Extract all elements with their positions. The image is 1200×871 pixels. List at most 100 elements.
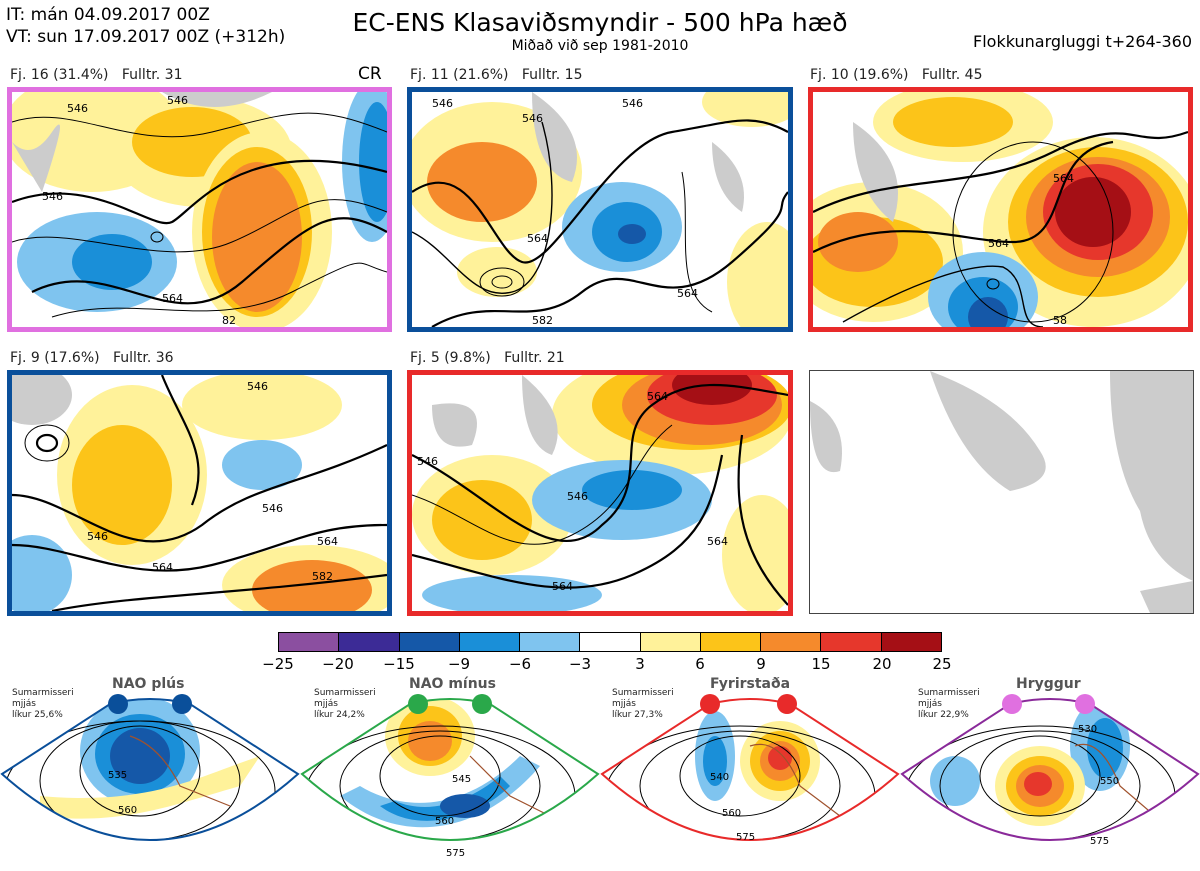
regime-marker (172, 694, 192, 714)
contour-label: 564 (1053, 172, 1074, 185)
base-map-land (810, 371, 1193, 613)
contour-label: 546 (87, 530, 108, 543)
colorbar-swatch (881, 633, 941, 651)
colorbar-swatch (459, 633, 521, 651)
colorbar-swatch (700, 633, 762, 651)
colorbar-swatch (640, 633, 701, 651)
cluster-map-3: 564 564 58 (808, 87, 1193, 332)
colorbar-swatch (761, 633, 822, 651)
contour-label: 546 (67, 102, 88, 115)
regime-map: 545 560 575 (300, 694, 600, 859)
contour-label: 564 (677, 287, 698, 300)
contour-label: 546 (622, 97, 643, 110)
contour-label: 540 (710, 772, 729, 783)
valid-time: VT: sun 17.09.2017 00Z (+312h) (6, 27, 286, 47)
regime-marker (1002, 694, 1022, 714)
contour-label: 560 (435, 816, 454, 827)
regime-map: 530 550 575 (900, 694, 1200, 847)
contour-label: 575 (446, 848, 465, 859)
colorbar-tick: 6 (695, 655, 705, 673)
colorbar-tick: −6 (508, 655, 532, 673)
cluster-map-5-plot: 546 546 564 564 564 (412, 375, 788, 611)
cluster-map-4: 546 546 564 582 546 564 (7, 370, 392, 616)
regime-marker (777, 694, 797, 714)
classification-window: Flokkunargluggi t+264-360 (973, 32, 1192, 51)
panel-3-label: Fj. 10 (19.6%) Fulltr. 45 (810, 67, 983, 83)
contour-label: 82 (222, 314, 236, 327)
regime-name: Hryggur (1016, 676, 1081, 692)
contour-label: 530 (1078, 724, 1097, 735)
contour-label: 546 (567, 490, 588, 503)
contour-label: 560 (722, 808, 741, 819)
cluster-map-5: 546 546 564 564 564 (407, 370, 793, 616)
contour-label: 546 (262, 502, 283, 515)
contour-label: 546 (167, 94, 188, 107)
contour-label: 564 (988, 237, 1009, 250)
colorbar-tick: −3 (568, 655, 592, 673)
colorbar (278, 632, 942, 652)
regime-marker (108, 694, 128, 714)
panel-1-cr: CR (358, 64, 382, 84)
contour-label: 582 (312, 570, 333, 583)
panel-1-label: Fj. 16 (31.4%) Fulltr. 31 (10, 67, 183, 83)
colorbar-swatch (821, 633, 882, 651)
contour-label: 546 (42, 190, 63, 203)
regime-marker (1075, 694, 1095, 714)
colorbar-swatch (399, 633, 460, 651)
colorbar-tick: −15 (383, 655, 415, 673)
contour-label: 564 (162, 292, 183, 305)
colorbar-tick: 20 (872, 655, 892, 673)
cluster-map-2-plot: 546 546 546 564 564 582 (412, 92, 788, 327)
contour-label: 545 (452, 774, 471, 785)
colorbar-swatch (580, 633, 641, 651)
regime-ridge: Sumarmisseri mjjás líkur 22,9% Hryggur 5… (900, 676, 1200, 871)
page-title: EC-ENS Klasaviðsmyndir - 500 hPa hæð (352, 8, 848, 37)
contour-label: 58 (1053, 314, 1067, 327)
regime-marker (408, 694, 428, 714)
regime-blocking: Sumarmisseri mjjás líkur 27,3% Fyrirstað… (600, 676, 900, 871)
init-time: IT: mán 04.09.2017 00Z (6, 5, 210, 25)
base-map-empty (809, 370, 1194, 614)
contour-label: 575 (1090, 836, 1109, 847)
contour-label: 546 (417, 455, 438, 468)
contour-label: 564 (152, 561, 173, 574)
contour-label: 546 (247, 380, 268, 393)
regime-name: NAO plús (112, 676, 185, 692)
contour-label: 535 (108, 770, 127, 781)
colorbar-swatch (520, 633, 581, 651)
cluster-map-3-plot: 564 564 58 (813, 92, 1188, 327)
regime-name: Fyrirstaða (710, 676, 791, 692)
panel-5-label: Fj. 5 (9.8%) Fulltr. 21 (410, 350, 565, 366)
colorbar-tick: −20 (322, 655, 354, 673)
cluster-map-2: 546 546 546 564 564 582 (407, 87, 793, 332)
page-subtitle: Miðað við sep 1981-2010 (511, 38, 689, 54)
colorbar-swatch (279, 633, 340, 651)
regime-map: 535 560 (0, 694, 300, 841)
panel-4-label: Fj. 9 (17.6%) Fulltr. 36 (10, 350, 174, 366)
colorbar-tick: −25 (262, 655, 294, 673)
contour-label: 564 (317, 535, 338, 548)
regime-marker (700, 694, 720, 714)
cluster-map-4-plot: 546 546 564 582 546 564 (12, 375, 387, 611)
contour-label: 575 (736, 832, 755, 843)
cluster-map-1: 546 546 546 564 82 (7, 87, 392, 332)
colorbar-swatch (339, 633, 400, 651)
colorbar-tick: 3 (635, 655, 645, 673)
panel-2-label: Fj. 11 (21.6%) Fulltr. 15 (410, 67, 583, 83)
contour-label: 564 (552, 580, 573, 593)
header-left: IT: mán 04.09.2017 00Z VT: sun 17.09.201… (6, 4, 285, 48)
contour-label: 582 (532, 314, 553, 327)
contour-label: 564 (647, 390, 668, 403)
contour-label: 546 (432, 97, 453, 110)
cluster-map-1-plot: 546 546 546 564 82 (12, 92, 387, 327)
colorbar-tick: 15 (811, 655, 831, 673)
regime-nao-plus: Sumarmisseri mjjás líkur 25,6% NAO plús … (0, 676, 300, 871)
colorbar-tick: 9 (756, 655, 766, 673)
colorbar-tick: −9 (447, 655, 471, 673)
contour-label: 550 (1100, 776, 1119, 787)
contour-label: 560 (118, 805, 137, 816)
regime-name: NAO mínus (409, 676, 496, 692)
regime-map: 540 560 575 (600, 694, 900, 843)
regime-marker (472, 694, 492, 714)
contour-label: 546 (522, 112, 543, 125)
